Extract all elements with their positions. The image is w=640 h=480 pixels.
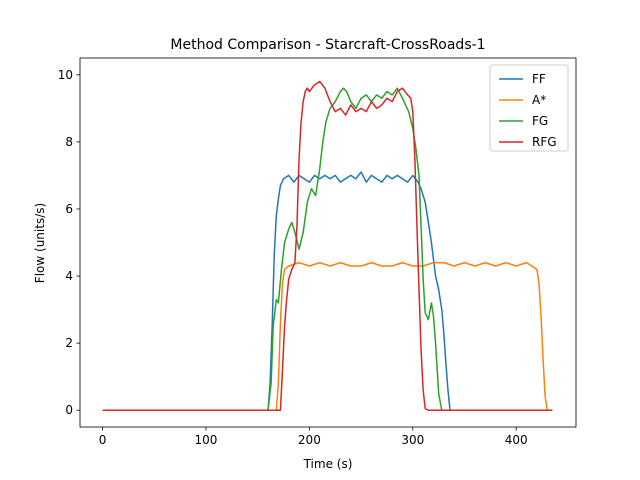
plot-frame: [79, 57, 577, 428]
y-tick-label: 6: [65, 202, 73, 216]
legend-label: FG: [532, 114, 548, 128]
series-line-ff: [102, 171, 553, 411]
y-tick-label: 10: [58, 68, 73, 82]
x-tick-label: 0: [99, 433, 107, 447]
legend-label: RFG: [532, 135, 557, 149]
x-axis: 0 100 200 300 400: [99, 427, 528, 447]
y-axis-label: Flow (units/s): [33, 203, 47, 283]
x-tick-label: 300: [401, 433, 424, 447]
x-tick-label: 200: [298, 433, 321, 447]
legend-label: FF: [532, 72, 546, 86]
series-line-rfg: [102, 80, 553, 411]
x-tick-label: 100: [195, 433, 218, 447]
chart-title: Method Comparison - Starcraft-CrossRoads…: [170, 37, 485, 53]
y-tick-label: 4: [65, 269, 73, 283]
plot-area: [79, 57, 577, 428]
legend-label: A*: [532, 93, 546, 107]
legend: FF A* FG RFG: [489, 64, 569, 152]
series-line-fg: [102, 87, 553, 411]
y-tick-label: 2: [65, 336, 73, 350]
y-tick-label: 0: [65, 403, 73, 417]
x-tick-label: 400: [505, 433, 528, 447]
x-axis-label: Time (s): [303, 457, 353, 471]
legend-box: [489, 64, 569, 152]
y-tick-label: 8: [65, 135, 73, 149]
y-axis: 0 2 4 6 8 10: [58, 68, 80, 417]
